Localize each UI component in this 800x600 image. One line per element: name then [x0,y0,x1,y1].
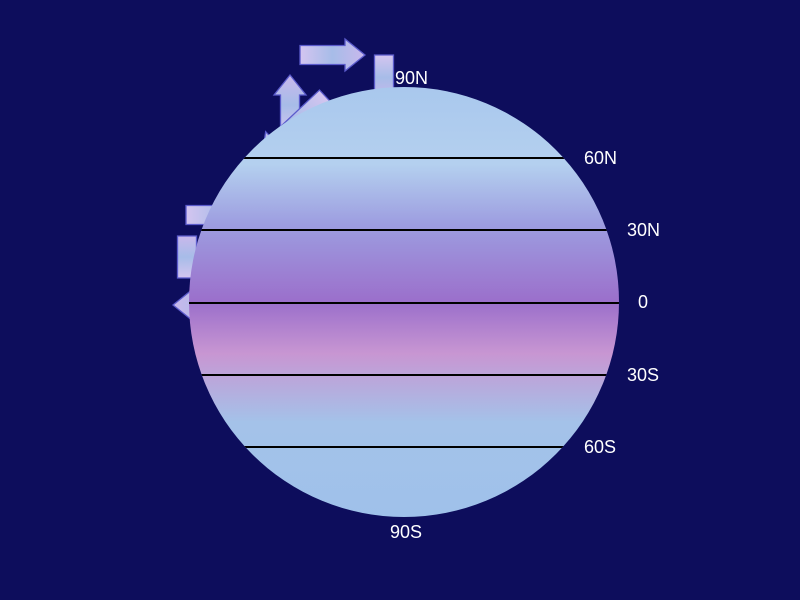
globe [189,87,619,517]
latitude-line-30N [189,229,619,231]
latitude-line-60S [189,446,619,448]
latitude-label-60N: 60N [584,148,617,169]
cell-arrow-1 [300,39,365,71]
latitude-line-60N [189,157,619,159]
latitude-label-30S: 30S [627,365,659,386]
latitude-label-0: 0 [638,292,648,313]
latitude-label-90N: 90N [395,68,428,89]
latitude-line-0 [189,302,619,304]
latitude-label-90S: 90S [390,522,422,543]
latitude-line-30S [189,374,619,376]
latitude-label-30N: 30N [627,220,660,241]
latitude-label-60S: 60S [584,437,616,458]
